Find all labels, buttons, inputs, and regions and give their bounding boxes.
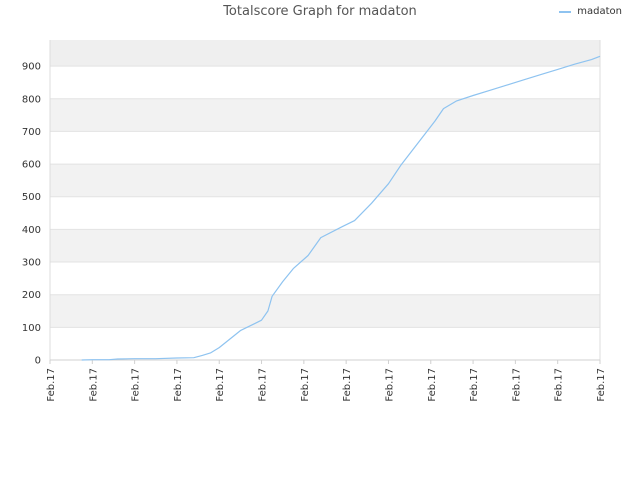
x-tick-label: Feb.17: [384, 368, 395, 402]
x-tick-label: Feb.17: [511, 368, 522, 402]
plot-band: [50, 131, 600, 165]
x-tick-label: Feb.17: [427, 368, 438, 402]
x-tick-label: Feb.17: [300, 368, 311, 402]
y-tick-label: 600: [22, 160, 41, 171]
y-tick-label: 800: [22, 94, 41, 105]
plot-band: [50, 196, 600, 230]
x-tick-label: Feb.17: [215, 368, 226, 402]
plot-band: [50, 40, 600, 67]
x-tick-label: Feb.17: [258, 368, 269, 402]
y-tick-label: 900: [22, 62, 41, 73]
plot-band: [50, 327, 600, 360]
x-tick-label: Feb.17: [342, 368, 353, 402]
x-tick-label: Feb.17: [596, 368, 607, 402]
y-tick-label: 200: [22, 290, 41, 301]
plot-band: [50, 262, 600, 295]
y-tick-label: 100: [22, 323, 41, 334]
y-tick-label: 400: [22, 225, 41, 236]
plot-band: [50, 98, 600, 132]
x-tick-label: Feb.17: [46, 368, 57, 402]
series-line-madaton: [81, 55, 601, 361]
y-tick-label: 500: [22, 192, 41, 203]
x-tick-label: Feb.17: [469, 368, 480, 402]
plot-band: [50, 164, 600, 197]
y-tick-label: 700: [22, 127, 41, 138]
plot-band: [50, 66, 600, 99]
x-tick-label: Feb.17: [173, 368, 184, 402]
legend: madaton: [559, 6, 622, 17]
x-tick-label: Feb.17: [554, 368, 565, 402]
legend-label: madaton: [577, 6, 622, 17]
chart-title: Totalscore Graph for madaton: [223, 4, 417, 19]
x-tick-label: Feb.17: [88, 368, 99, 402]
plot-band: [50, 229, 600, 263]
x-tick-label: Feb.17: [131, 368, 142, 402]
legend-swatch: [559, 10, 572, 13]
y-tick-label: 0: [35, 356, 41, 367]
plot-band: [50, 294, 600, 328]
y-tick-label: 300: [22, 258, 41, 269]
